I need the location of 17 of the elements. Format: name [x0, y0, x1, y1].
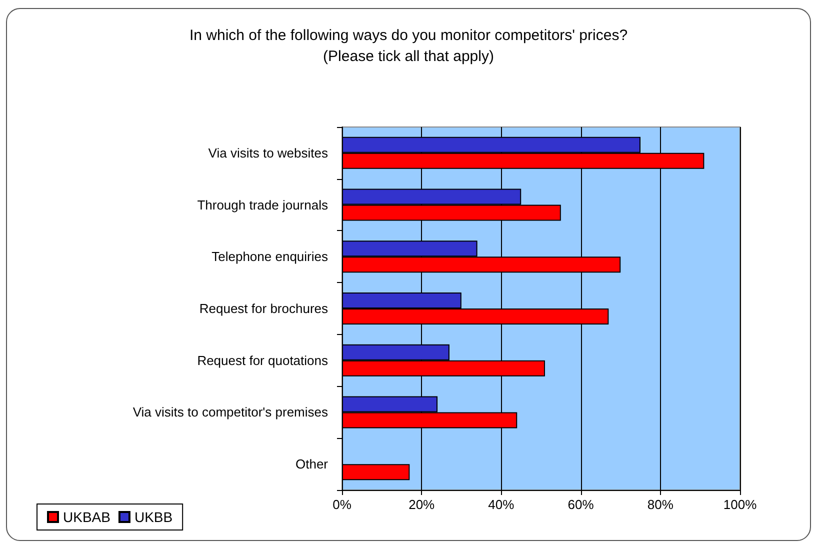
x-tick-label: 60% [568, 497, 594, 512]
x-tick-label: 80% [647, 497, 674, 512]
y-tick-label: Via visits to websites [208, 145, 328, 160]
x-tick-label: 40% [488, 497, 515, 512]
y-tick-label: Other [295, 456, 329, 472]
y-tick-label: Request for brochures [199, 301, 328, 316]
y-tick-label: Telephone enquiries [212, 249, 328, 264]
x-tick-label: 0% [332, 497, 352, 512]
chart-title: In which of the following ways do you monitor competitors' prices? [189, 27, 628, 44]
y-tick-label: Request for quotations [197, 352, 328, 368]
x-tick-label: 20% [408, 497, 436, 512]
y-tick-label: Via visits to competitor's premises [132, 404, 328, 420]
legend-label: UKBB [134, 509, 173, 525]
chart-subtitle: (Please tick all that apply) [323, 48, 494, 65]
y-tick-label: Through trade journals [197, 197, 328, 212]
legend-label: UKBAB [63, 509, 110, 525]
x-tick-label: 100% [723, 497, 758, 512]
